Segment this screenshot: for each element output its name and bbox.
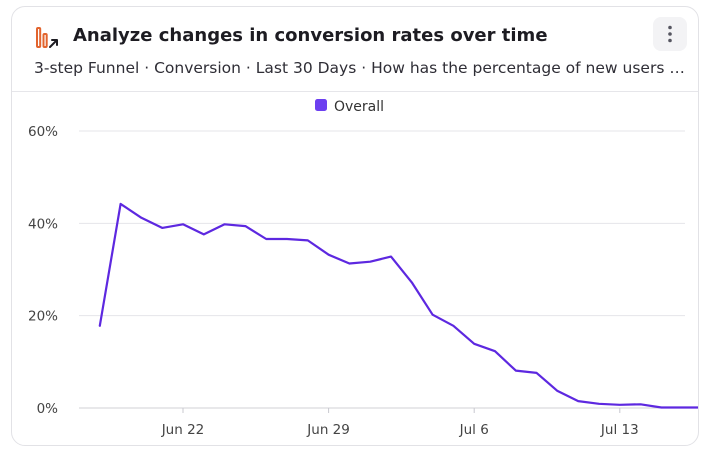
y-axis-ticks: 0% 20% 40% 60% xyxy=(28,124,58,417)
y-tick-label: 40% xyxy=(28,216,58,232)
more-options-button[interactable] xyxy=(653,17,687,51)
data-point[interactable] xyxy=(595,400,603,408)
data-point[interactable] xyxy=(345,259,353,267)
data-point[interactable] xyxy=(179,220,187,228)
data-point[interactable] xyxy=(429,311,437,319)
data-point[interactable] xyxy=(470,340,478,348)
data-point[interactable] xyxy=(137,214,145,222)
report-header: Analyze changes in conversion rates over… xyxy=(12,7,698,92)
data-point[interactable] xyxy=(117,200,125,208)
x-axis-ticks: Jun 22 Jun 29 Jul 6 Jul 13 xyxy=(161,408,639,438)
data-point[interactable] xyxy=(200,230,208,238)
data-point[interactable] xyxy=(657,404,665,412)
data-point[interactable] xyxy=(512,367,520,375)
data-point[interactable] xyxy=(366,258,374,266)
data-point[interactable] xyxy=(574,397,582,405)
data-point[interactable] xyxy=(241,222,249,230)
y-tick-label: 60% xyxy=(28,124,58,140)
data-point[interactable] xyxy=(96,322,104,330)
data-point[interactable] xyxy=(449,322,457,330)
report-card: Analyze changes in conversion rates over… xyxy=(11,6,699,446)
data-point[interactable] xyxy=(533,369,541,377)
legend[interactable]: Overall xyxy=(315,99,384,115)
data-point[interactable] xyxy=(553,387,561,395)
legend-swatch-overall xyxy=(315,99,327,111)
vertical-ellipsis-icon xyxy=(668,25,672,43)
data-point[interactable] xyxy=(304,236,312,244)
series-layer xyxy=(96,200,699,412)
x-tick-label: Jun 29 xyxy=(306,422,350,438)
data-point[interactable] xyxy=(408,278,416,286)
data-point[interactable] xyxy=(325,251,333,259)
data-point[interactable] xyxy=(221,220,229,228)
x-tick-label: Jul 6 xyxy=(459,422,489,438)
series-line-overall[interactable] xyxy=(98,202,699,409)
x-tick-label: Jul 13 xyxy=(600,422,639,438)
data-point[interactable] xyxy=(491,347,499,355)
legend-label-overall: Overall xyxy=(334,99,384,115)
line-chart: 0% 20% 40% 60% Jun 22 Jun 29 Jul 6 Jul 13 Over… xyxy=(28,99,699,438)
funnel-trend-icon xyxy=(36,27,58,48)
data-point[interactable] xyxy=(637,400,645,408)
y-tick-label: 0% xyxy=(37,401,59,417)
x-tick-label: Jun 22 xyxy=(161,422,205,438)
data-point[interactable] xyxy=(283,235,291,243)
y-tick-label: 20% xyxy=(28,309,58,325)
data-point[interactable] xyxy=(616,401,624,409)
report-title: Analyze changes in conversion rates over… xyxy=(73,25,548,46)
data-point[interactable] xyxy=(158,224,166,232)
data-point[interactable] xyxy=(678,404,686,412)
grid-lines xyxy=(79,130,685,409)
data-point[interactable] xyxy=(387,253,395,261)
data-point[interactable] xyxy=(262,235,270,243)
